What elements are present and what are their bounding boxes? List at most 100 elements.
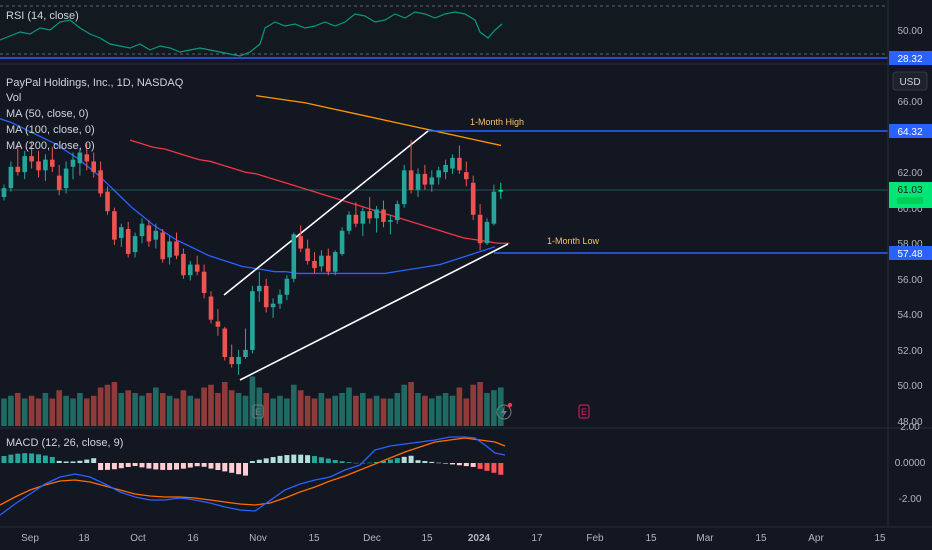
macd-hist-bar bbox=[36, 454, 41, 463]
volume-bar bbox=[429, 399, 435, 427]
month-low-label: 1-Month Low bbox=[547, 236, 600, 246]
svg-text:64.32: 64.32 bbox=[897, 127, 922, 138]
volume-bar bbox=[422, 396, 428, 426]
macd-hist-bar bbox=[478, 463, 483, 469]
volume-bar bbox=[188, 396, 194, 426]
macd-tick: -2.00 bbox=[899, 494, 922, 505]
last-price-badge: 61.03 bbox=[889, 182, 932, 208]
macd-hist-bar bbox=[91, 458, 96, 463]
volume-bar bbox=[174, 399, 180, 427]
macd-hist-bar bbox=[471, 463, 476, 467]
volume-bar bbox=[36, 399, 42, 427]
volume-bar bbox=[367, 399, 373, 427]
macd-title[interactable]: MACD (12, 26, close, 9) bbox=[6, 437, 123, 449]
month-high-label: 1-Month High bbox=[470, 117, 524, 127]
price-tick: 50.00 bbox=[897, 381, 922, 392]
macd-tick: 0.0000 bbox=[895, 458, 926, 469]
x-tick: 15 bbox=[308, 533, 320, 544]
volume-bar bbox=[374, 396, 380, 426]
volume-bar bbox=[464, 399, 470, 427]
volume-bar bbox=[70, 399, 76, 427]
volume-bar bbox=[477, 382, 483, 426]
symbol-title[interactable]: PayPal Holdings, Inc., 1D, NASDAQ bbox=[6, 77, 183, 89]
ma100-legend[interactable]: MA (100, close, 0) bbox=[6, 124, 95, 136]
candle bbox=[333, 250, 338, 275]
macd-hist-bar bbox=[50, 457, 55, 463]
volume-bar bbox=[291, 385, 297, 426]
volume-bar bbox=[388, 399, 394, 427]
x-tick: 15 bbox=[755, 533, 767, 544]
ma50-legend[interactable]: MA (50, close, 0) bbox=[6, 108, 89, 120]
candle bbox=[160, 229, 165, 263]
macd-hist-bar bbox=[195, 463, 200, 466]
ma200-legend[interactable]: MA (200, close, 0) bbox=[6, 140, 95, 152]
volume-bar bbox=[125, 390, 131, 426]
macd-hist-bar bbox=[498, 463, 503, 475]
svg-text:57.48: 57.48 bbox=[897, 249, 922, 260]
candle bbox=[292, 233, 297, 283]
macd-hist-bar bbox=[457, 463, 462, 465]
volume-bar bbox=[84, 399, 90, 427]
macd-hist-bar bbox=[119, 463, 124, 468]
macd-hist-bar bbox=[491, 463, 496, 473]
rsi-title[interactable]: RSI (14, close) bbox=[6, 10, 79, 22]
rsi-pane bbox=[0, 0, 888, 58]
svg-text:E: E bbox=[581, 407, 587, 417]
svg-text:28.32: 28.32 bbox=[897, 54, 922, 65]
volume-bar bbox=[236, 393, 242, 426]
x-tick: Feb bbox=[586, 533, 604, 544]
volume-bar bbox=[50, 399, 56, 427]
macd-hist-bar bbox=[167, 463, 172, 470]
macd-hist-bar bbox=[98, 463, 103, 470]
price-tick: 52.00 bbox=[897, 346, 922, 357]
macd-hist-bar bbox=[153, 463, 158, 469]
volume-bar bbox=[112, 382, 118, 426]
x-tick: Apr bbox=[808, 533, 824, 544]
volume-bar bbox=[8, 396, 14, 426]
volume-bar bbox=[250, 377, 256, 427]
macd-hist-bar bbox=[436, 463, 441, 464]
volume-bar bbox=[1, 399, 7, 427]
macd-hist-bar bbox=[71, 461, 76, 463]
volume-bar bbox=[332, 396, 338, 426]
macd-hist-bar bbox=[353, 463, 358, 464]
volume-bar bbox=[450, 396, 456, 426]
volume-bar bbox=[401, 385, 407, 426]
volume-bar bbox=[229, 390, 235, 426]
volume-bar bbox=[298, 390, 304, 426]
macd-hist-bar bbox=[312, 456, 317, 463]
macd-hist-bar bbox=[326, 459, 331, 463]
x-tick: Nov bbox=[249, 533, 267, 544]
volume-bar bbox=[491, 390, 497, 426]
volume-bar bbox=[353, 396, 359, 426]
volume-bar bbox=[15, 393, 21, 426]
volume-bar bbox=[132, 393, 138, 426]
macd-hist-bar bbox=[340, 461, 345, 463]
macd-hist-bar bbox=[140, 463, 145, 467]
volume-bar bbox=[56, 390, 62, 426]
price-tick: 62.00 bbox=[897, 168, 922, 179]
currency-button[interactable]: USD bbox=[893, 72, 927, 90]
macd-hist-bar bbox=[209, 463, 214, 469]
macd-hist-bar bbox=[112, 463, 117, 469]
macd-hist-bar bbox=[8, 455, 13, 463]
volume-bar bbox=[146, 393, 152, 426]
volume-bar bbox=[243, 396, 249, 426]
volume-bar bbox=[22, 399, 28, 427]
volume-bar bbox=[263, 393, 269, 426]
volume-bar bbox=[284, 399, 290, 427]
vol-legend[interactable]: Vol bbox=[6, 92, 21, 104]
x-tick: 17 bbox=[531, 533, 543, 544]
macd-hist-bar bbox=[367, 463, 372, 464]
candle bbox=[250, 286, 255, 354]
macd-hist-bar bbox=[429, 462, 434, 463]
macd-hist-bar bbox=[278, 456, 283, 463]
x-tick: 15 bbox=[874, 533, 886, 544]
macd-hist-bar bbox=[485, 463, 490, 471]
macd-hist-bar bbox=[305, 455, 310, 463]
macd-hist-bar bbox=[409, 456, 414, 463]
volume-bar bbox=[395, 393, 401, 426]
volume-bar bbox=[346, 388, 352, 427]
macd-hist-bar bbox=[22, 453, 27, 463]
macd-hist-bar bbox=[105, 463, 110, 470]
